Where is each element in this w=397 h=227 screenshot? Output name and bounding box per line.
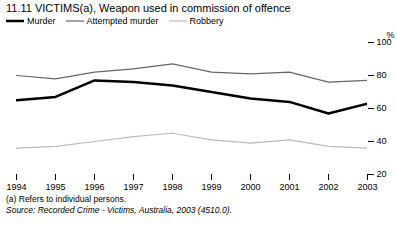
html-text:Attempted murder: Attempted murder xyxy=(86,16,159,26)
html-text:Source: Recorded Crime - Victi: Source: Recorded Crime - Victims, Austra… xyxy=(6,205,232,215)
svg-text:1996: 1996 xyxy=(84,182,104,192)
svg-text:1999: 1999 xyxy=(201,182,221,192)
svg-text:2002: 2002 xyxy=(318,182,338,192)
svg-text:1994: 1994 xyxy=(6,182,26,192)
svg-text:%: % xyxy=(386,30,394,40)
svg-text:60: 60 xyxy=(377,103,387,113)
svg-text:1998: 1998 xyxy=(162,182,182,192)
svg-text:2003: 2003 xyxy=(357,182,377,192)
html-text:11.11 VICTIMS(a), Weapon used: 11.11 VICTIMS(a), Weapon used in commiss… xyxy=(6,2,291,14)
svg-text:2001: 2001 xyxy=(279,182,299,192)
html-text:(a) Refers to individual perso: (a) Refers to individual persons. xyxy=(6,194,126,204)
svg-text:2000: 2000 xyxy=(240,182,260,192)
svg-text:80: 80 xyxy=(377,70,387,80)
svg-text:20: 20 xyxy=(377,169,387,179)
svg-text:1997: 1997 xyxy=(123,182,143,192)
svg-text:1995: 1995 xyxy=(45,182,65,192)
html-text:Robbery: Robbery xyxy=(189,16,224,26)
html-text:Murder: Murder xyxy=(27,16,56,26)
svg-text:40: 40 xyxy=(377,136,387,146)
svg-text:100: 100 xyxy=(376,37,392,48)
